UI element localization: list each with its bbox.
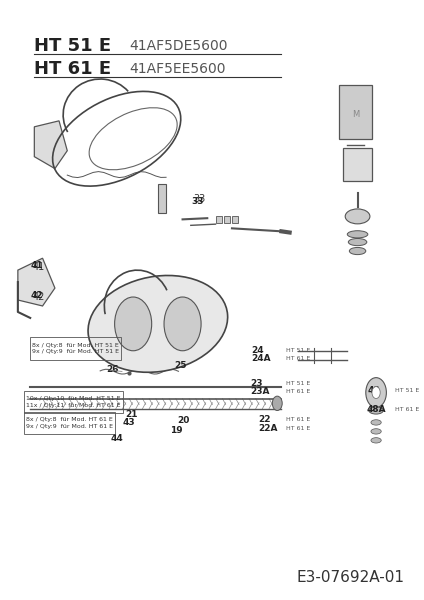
Bar	[215, 216, 222, 223]
Circle shape	[114, 297, 152, 351]
Bar	[224, 216, 230, 223]
Polygon shape	[18, 258, 55, 306]
Text: 10x / Qty:10  für Mod. HT 51 E
11x / Qty:11  für Mod. HT 61 E: 10x / Qty:10 für Mod. HT 51 E 11x / Qty:…	[26, 397, 120, 408]
Ellipse shape	[371, 420, 381, 425]
Text: HT 51 E: HT 51 E	[285, 380, 310, 386]
Ellipse shape	[347, 231, 368, 238]
Text: 41AF5DE5600: 41AF5DE5600	[129, 39, 228, 53]
Text: 26: 26	[106, 365, 119, 374]
Text: 41: 41	[32, 262, 45, 272]
Text: 22: 22	[259, 415, 271, 424]
Text: M: M	[352, 110, 359, 119]
Ellipse shape	[369, 407, 383, 414]
Text: 42: 42	[32, 292, 45, 302]
Text: 33: 33	[192, 197, 204, 206]
Bar	[232, 216, 238, 223]
Text: HT 61 E: HT 61 E	[395, 407, 419, 412]
Text: 33: 33	[193, 194, 205, 205]
Circle shape	[366, 377, 386, 407]
Bar	[343, 148, 372, 181]
Text: 48A: 48A	[367, 406, 387, 415]
Text: 8x / Qty:8  für Mod. HT 51 E
9x / Qty:9  für Mod. HT 51 E: 8x / Qty:8 für Mod. HT 51 E 9x / Qty:9 f…	[32, 343, 119, 354]
Text: 41: 41	[30, 261, 43, 270]
Text: 21: 21	[125, 410, 137, 419]
Text: 19: 19	[170, 425, 183, 434]
Ellipse shape	[371, 429, 381, 434]
Text: HT 51 E: HT 51 E	[285, 347, 310, 353]
Text: 20: 20	[178, 416, 190, 425]
Text: HT 61 E: HT 61 E	[285, 417, 310, 422]
Ellipse shape	[348, 238, 367, 245]
Text: E3-07692A-01: E3-07692A-01	[297, 570, 405, 585]
Bar	[24, 412, 114, 434]
Bar	[24, 391, 123, 413]
Text: 8x / Qty:8  für Mod. HT 61 E
9x / Qty:9  für Mod. HT 61 E: 8x / Qty:8 für Mod. HT 61 E 9x / Qty:9 f…	[26, 417, 113, 429]
Text: 24A: 24A	[251, 354, 271, 363]
Bar	[339, 85, 372, 139]
Text: 42: 42	[30, 291, 43, 300]
Ellipse shape	[371, 437, 381, 443]
Text: HT 61 E: HT 61 E	[285, 389, 310, 394]
Text: HT 61 E: HT 61 E	[34, 60, 112, 78]
Circle shape	[164, 297, 201, 351]
Circle shape	[372, 386, 380, 398]
Text: 44: 44	[111, 434, 123, 443]
Text: 23A: 23A	[251, 388, 270, 397]
Text: 25: 25	[174, 361, 187, 370]
Text: HT 51 E: HT 51 E	[34, 37, 112, 55]
Text: 22A: 22A	[259, 424, 278, 433]
Ellipse shape	[349, 247, 366, 254]
Text: 48: 48	[368, 386, 380, 395]
Circle shape	[272, 396, 282, 410]
Text: 23: 23	[251, 379, 263, 388]
Text: HT 61 E: HT 61 E	[285, 356, 310, 361]
Bar	[158, 184, 166, 214]
Text: 43: 43	[123, 418, 136, 427]
Text: HT 51 E: HT 51 E	[395, 388, 419, 393]
Text: HT 61 E: HT 61 E	[285, 426, 310, 431]
Polygon shape	[34, 121, 67, 169]
Text: 24: 24	[251, 346, 264, 355]
Bar	[30, 337, 121, 360]
Text: 41AF5EE5600: 41AF5EE5600	[129, 62, 226, 76]
Ellipse shape	[88, 275, 228, 373]
Ellipse shape	[345, 209, 370, 224]
